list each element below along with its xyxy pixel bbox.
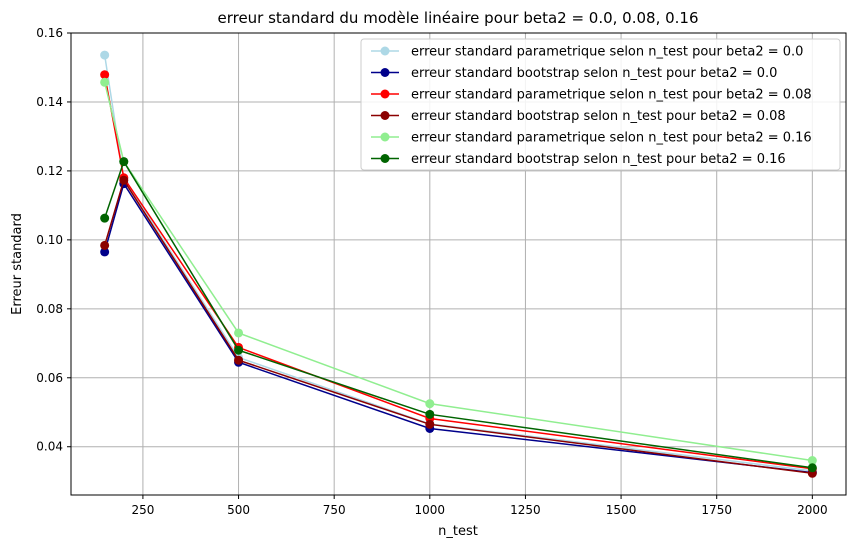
legend-label: erreur standard bootstrap selon n_test p… <box>411 152 786 167</box>
legend-marker <box>380 46 390 56</box>
legend-label: erreur standard parametrique selon n_tes… <box>411 88 812 103</box>
x-tick-label: 250 <box>131 503 154 517</box>
series-3 <box>100 175 817 478</box>
data-point <box>234 355 244 365</box>
series-5 <box>100 157 817 473</box>
y-tick-label: 0.12 <box>36 164 63 178</box>
legend-label: erreur standard bootstrap selon n_test p… <box>411 66 777 81</box>
x-tick-label: 750 <box>323 503 346 517</box>
data-point <box>807 463 817 473</box>
data-point <box>425 419 435 429</box>
data-point <box>425 399 435 409</box>
data-point <box>234 328 244 338</box>
data-point <box>100 247 110 257</box>
x-tick-label: 1250 <box>510 503 541 517</box>
legend-entry: erreur standard bootstrap selon n_test p… <box>371 66 777 81</box>
data-point <box>100 70 110 80</box>
legend-marker <box>380 68 390 77</box>
legend-label: erreur standard parametrique selon n_tes… <box>411 131 812 146</box>
legend-entry: erreur standard bootstrap selon n_test p… <box>371 152 786 167</box>
legend-label: erreur standard parametrique selon n_tes… <box>411 45 803 60</box>
x-tick-label: 1750 <box>701 503 732 517</box>
series-line <box>103 178 813 475</box>
data-point <box>100 213 110 223</box>
data-point <box>100 77 110 87</box>
legend-entry: erreur standard parametrique selon n_tes… <box>371 45 803 60</box>
y-tick-label: 0.16 <box>36 26 63 40</box>
y-tick-label: 0.08 <box>36 302 63 316</box>
legend-entry: erreur standard parametrique selon n_tes… <box>371 88 812 103</box>
legend-marker <box>380 132 390 142</box>
series-1 <box>100 179 817 478</box>
series-group <box>100 50 817 478</box>
chart-title: erreur standard du modèle linéaire pour … <box>217 9 698 27</box>
plot-frame <box>70 32 847 496</box>
y-tick-label: 0.10 <box>36 233 63 247</box>
x-tick-label: 2000 <box>797 503 828 517</box>
series-line <box>103 181 813 474</box>
data-point <box>100 240 110 250</box>
y-tick-label: 0.04 <box>36 440 63 454</box>
legend-entry: erreur standard bootstrap selon n_test p… <box>371 109 786 124</box>
y-axis-label: Erreur standard <box>10 213 25 315</box>
y-tick-label: 0.14 <box>36 95 63 109</box>
x-tick-label: 1500 <box>606 503 637 517</box>
legend: erreur standard parametrique selon n_tes… <box>360 38 841 171</box>
x-tick-label: 1000 <box>415 503 446 517</box>
legend-label: erreur standard bootstrap selon n_test p… <box>411 109 786 124</box>
legend-entry: erreur standard parametrique selon n_tes… <box>371 131 812 146</box>
legend-marker <box>380 154 390 163</box>
legend-box <box>360 38 841 171</box>
data-point <box>119 175 129 185</box>
x-axis-label: n_test <box>438 524 478 539</box>
data-point <box>807 456 817 466</box>
data-point <box>425 409 435 419</box>
y-tick-label: 0.06 <box>36 371 63 385</box>
axis-ticks: 250 500 750 1000 1250 1500 1750 2000 0.04 0.06 0.0… <box>36 26 827 517</box>
legend-marker <box>380 89 390 99</box>
data-point <box>234 345 244 355</box>
data-point <box>119 157 129 167</box>
legend-marker <box>380 111 390 120</box>
data-point <box>100 50 110 60</box>
x-tick-label: 500 <box>227 503 250 517</box>
